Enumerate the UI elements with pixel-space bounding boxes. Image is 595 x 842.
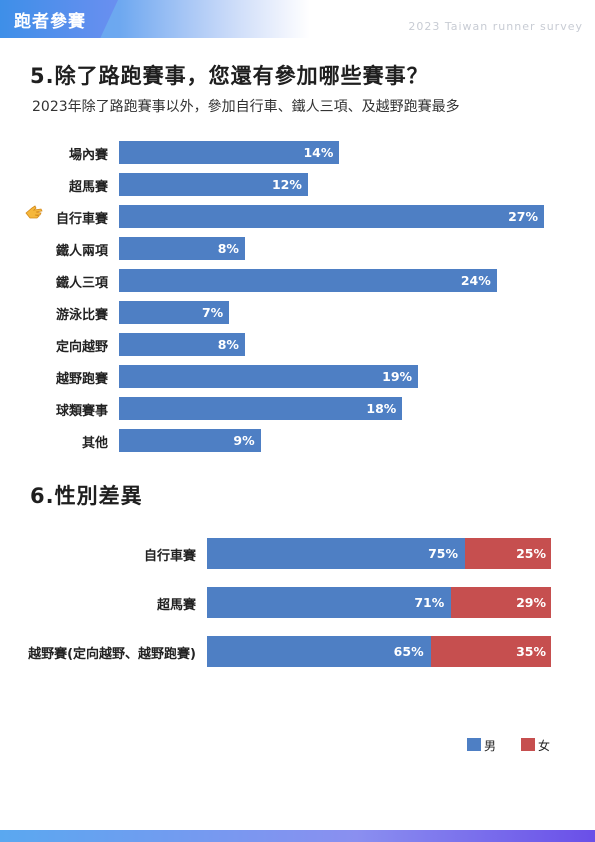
footer-bar: [0, 830, 595, 842]
female-segment: [465, 538, 551, 569]
bar-value-label: 8%: [217, 241, 239, 256]
section-tab: [0, 0, 118, 38]
bar: [119, 205, 544, 228]
category-label: 超馬賽: [68, 180, 108, 195]
category-label: 場內賽: [68, 148, 108, 163]
bar: [119, 269, 497, 292]
bar: [119, 173, 308, 196]
gender-category-label: 超馬賽: [156, 598, 196, 613]
male-segment: [207, 587, 452, 618]
male-value-label: 71%: [414, 595, 445, 610]
male-value-label: 65%: [393, 644, 424, 659]
category-label: 自行車賽: [55, 212, 108, 227]
male-value-label: 75%: [428, 546, 458, 561]
bar: [119, 237, 245, 260]
bar-value-label: 9%: [233, 433, 255, 448]
bar-value-label: 24%: [460, 273, 491, 288]
category-label: 其他: [81, 436, 108, 451]
category-label: 越野跑賽: [55, 372, 108, 387]
section5-title: 5.除了路跑賽事，您還有參加哪些賽事？: [30, 64, 429, 88]
category-label: 鐵人三項: [55, 276, 108, 291]
bar-value-label: 7%: [201, 305, 224, 320]
pointing-hand-icon: [25, 205, 43, 219]
category-label: 鐵人兩項: [55, 244, 108, 259]
bar: [119, 397, 403, 420]
bar-value-label: 12%: [271, 177, 302, 192]
survey-label: 2023 Taiwan runner survey: [408, 20, 583, 33]
legend-male-swatch: [467, 738, 481, 751]
gender-category-label: 越野賽(定向越野、越野跑賽): [28, 647, 196, 662]
male-segment: [207, 538, 465, 569]
male-segment: [207, 636, 431, 667]
female-segment: [451, 587, 551, 618]
bar: [119, 333, 245, 356]
legend-female-label: 女: [538, 739, 551, 753]
bar: [119, 141, 340, 164]
category-label: 游泳比賽: [55, 308, 108, 323]
bar-value-label: 27%: [508, 209, 538, 224]
bar-value-label: 19%: [382, 369, 413, 384]
legend-male-label: 男: [484, 739, 497, 753]
gender-category-label: 自行車賽: [143, 549, 196, 564]
header-fade: [120, 0, 595, 38]
bar-value-label: 18%: [366, 401, 397, 416]
female-value-label: 35%: [516, 644, 546, 659]
section6-title: 6.性別差異: [30, 484, 143, 508]
section-tab-label: 跑者參賽: [14, 12, 86, 32]
bar: [119, 301, 230, 324]
section5-subtitle: 2023年除了路跑賽事以外，參加自行車、鐵人三項、及越野跑賽最多: [32, 99, 460, 115]
bar: [119, 365, 419, 388]
female-value-label: 25%: [516, 546, 546, 561]
bar: [119, 429, 261, 452]
legend-female-swatch: [521, 738, 535, 751]
bar-value-label: 8%: [217, 337, 239, 352]
female-segment: [430, 636, 551, 667]
female-value-label: 29%: [516, 595, 546, 610]
category-label: 定向越野: [55, 340, 108, 355]
category-label: 球類賽事: [55, 404, 108, 419]
bar-value-label: 14%: [303, 145, 334, 160]
